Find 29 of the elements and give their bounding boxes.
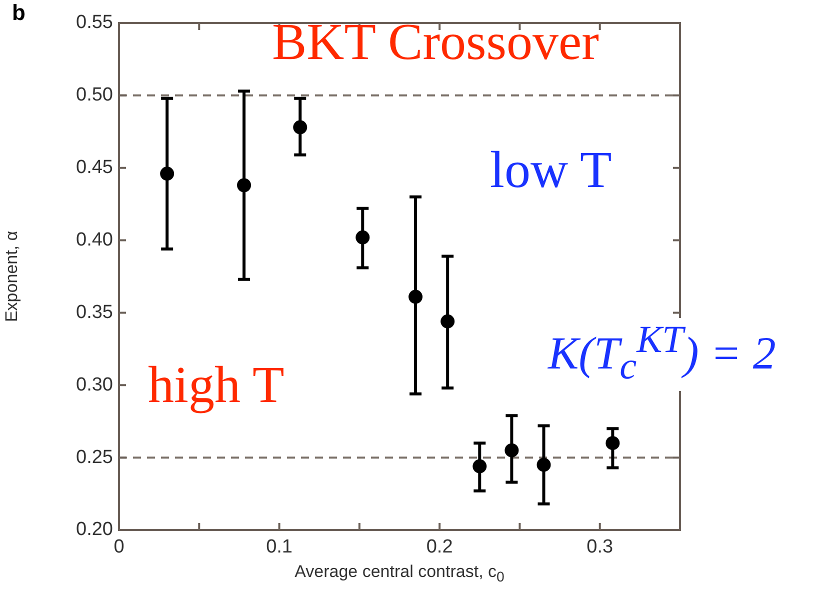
point (237, 178, 252, 192)
x-tick-label: 0.1 (266, 536, 292, 558)
point (504, 443, 519, 458)
x-tick-label: 0.2 (426, 536, 453, 558)
y-tick-label: 0.45 (76, 157, 113, 178)
x-tick-label: 0 (114, 536, 124, 558)
point (356, 230, 370, 244)
text: b (12, 0, 26, 26)
x-tick-label: 0.3 (586, 536, 614, 558)
annotation: high T (148, 356, 284, 416)
point (472, 459, 487, 474)
y-tick-label: 0.30 (76, 374, 113, 396)
point (160, 166, 174, 181)
x-axis-title: Average central contrast, c$_{0}$ (294, 562, 506, 586)
y-tick-label: 0.20 (76, 519, 113, 540)
point (293, 120, 308, 134)
y-tick-label: 0.25 (76, 446, 113, 468)
point (408, 290, 423, 304)
y-tick-label: 0.50 (76, 84, 113, 106)
y-tick-label: 0.55 (76, 12, 113, 34)
annotation: low T (490, 141, 612, 201)
point (536, 458, 551, 472)
y-tick-label: 0.40 (76, 230, 113, 251)
annotation: K(T$_{c}$$^{KT}$) = 2 (548, 318, 780, 390)
point (606, 436, 620, 450)
annotation: BKT Crossover (272, 13, 599, 73)
y-tick-label: 0.35 (76, 302, 113, 323)
y-axis-title: Exponent, α (2, 230, 21, 322)
point (440, 314, 455, 328)
